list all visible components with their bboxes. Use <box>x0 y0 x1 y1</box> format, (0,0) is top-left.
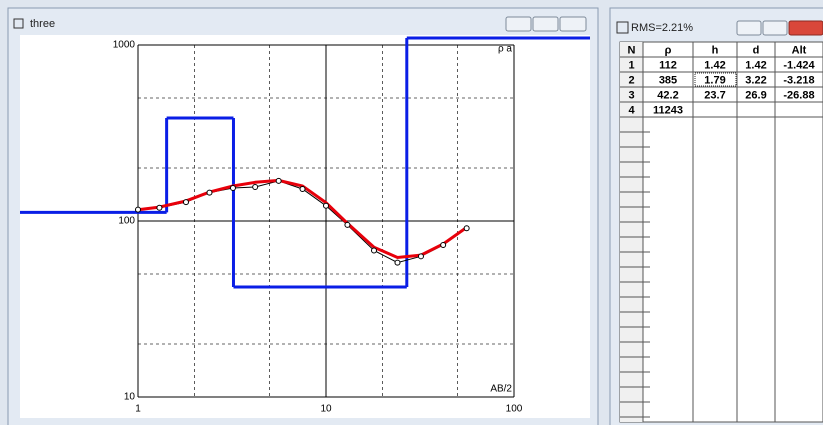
y-tick-label: 10 <box>124 392 136 403</box>
data-point <box>275 177 282 184</box>
minimize-button[interactable] <box>736 20 762 36</box>
column-header: ρ <box>665 44 672 56</box>
data-point <box>135 206 141 213</box>
data-point <box>394 259 401 266</box>
selected-cell <box>694 72 737 87</box>
data-point <box>156 204 163 211</box>
data-point <box>417 253 424 260</box>
table-cell: -3.218 <box>783 74 814 86</box>
table-cell: 42.2 <box>657 89 678 101</box>
y-tick-label: 1000 <box>113 40 136 51</box>
window-icon <box>13 18 24 29</box>
row-number: 2 <box>628 74 634 86</box>
maximize-button[interactable] <box>762 20 788 36</box>
data-point <box>182 199 189 206</box>
column-header: Alt <box>792 44 807 56</box>
close-button[interactable] <box>788 20 823 36</box>
model <box>20 36 590 289</box>
data-point <box>299 185 306 192</box>
row-number: 3 <box>628 89 634 101</box>
row-number: 4 <box>628 104 635 116</box>
column-header: N <box>628 44 636 56</box>
window-title: RMS=2.21% <box>631 22 693 34</box>
minimize-button[interactable] <box>505 16 532 32</box>
window-icon <box>616 21 629 34</box>
column-header: d <box>753 44 760 56</box>
window-buttons <box>505 16 587 32</box>
table-cell: 112 <box>659 59 677 71</box>
data-point <box>440 242 447 249</box>
table-cell: 1.42 <box>745 59 766 71</box>
column-header: h <box>712 44 719 56</box>
table <box>619 41 823 423</box>
data-point <box>252 184 259 191</box>
data-point <box>463 225 470 232</box>
table-cell: 26.9 <box>745 89 766 101</box>
data-point <box>323 202 329 209</box>
table-cell: 1.79 <box>704 74 725 86</box>
table-cell: 11243 <box>653 104 683 116</box>
table-cell: 3.22 <box>745 74 766 86</box>
data-point <box>206 189 213 196</box>
row-number: 1 <box>628 59 634 71</box>
x-tick-label: 1 <box>135 404 141 415</box>
x-axis-label: AB/2 <box>490 384 512 395</box>
table-cell: 1.42 <box>704 59 725 71</box>
close-button[interactable] <box>559 16 587 32</box>
data-point <box>344 221 351 228</box>
data-point <box>370 247 377 254</box>
window-title: three <box>30 18 55 30</box>
x-tick-label: 10 <box>320 404 332 415</box>
y-tick-label: 100 <box>118 216 135 227</box>
table-cell: 23.7 <box>704 89 725 101</box>
table-cell: 385 <box>659 74 677 86</box>
data-point <box>229 184 236 191</box>
x-tick-label: 100 <box>506 404 523 415</box>
table-cell: -1.424 <box>783 59 815 71</box>
plot-panel <box>20 35 590 418</box>
y-axis-label: ρ a <box>498 44 512 55</box>
maximize-button[interactable] <box>532 16 559 32</box>
table-cell: -26.88 <box>783 89 814 101</box>
